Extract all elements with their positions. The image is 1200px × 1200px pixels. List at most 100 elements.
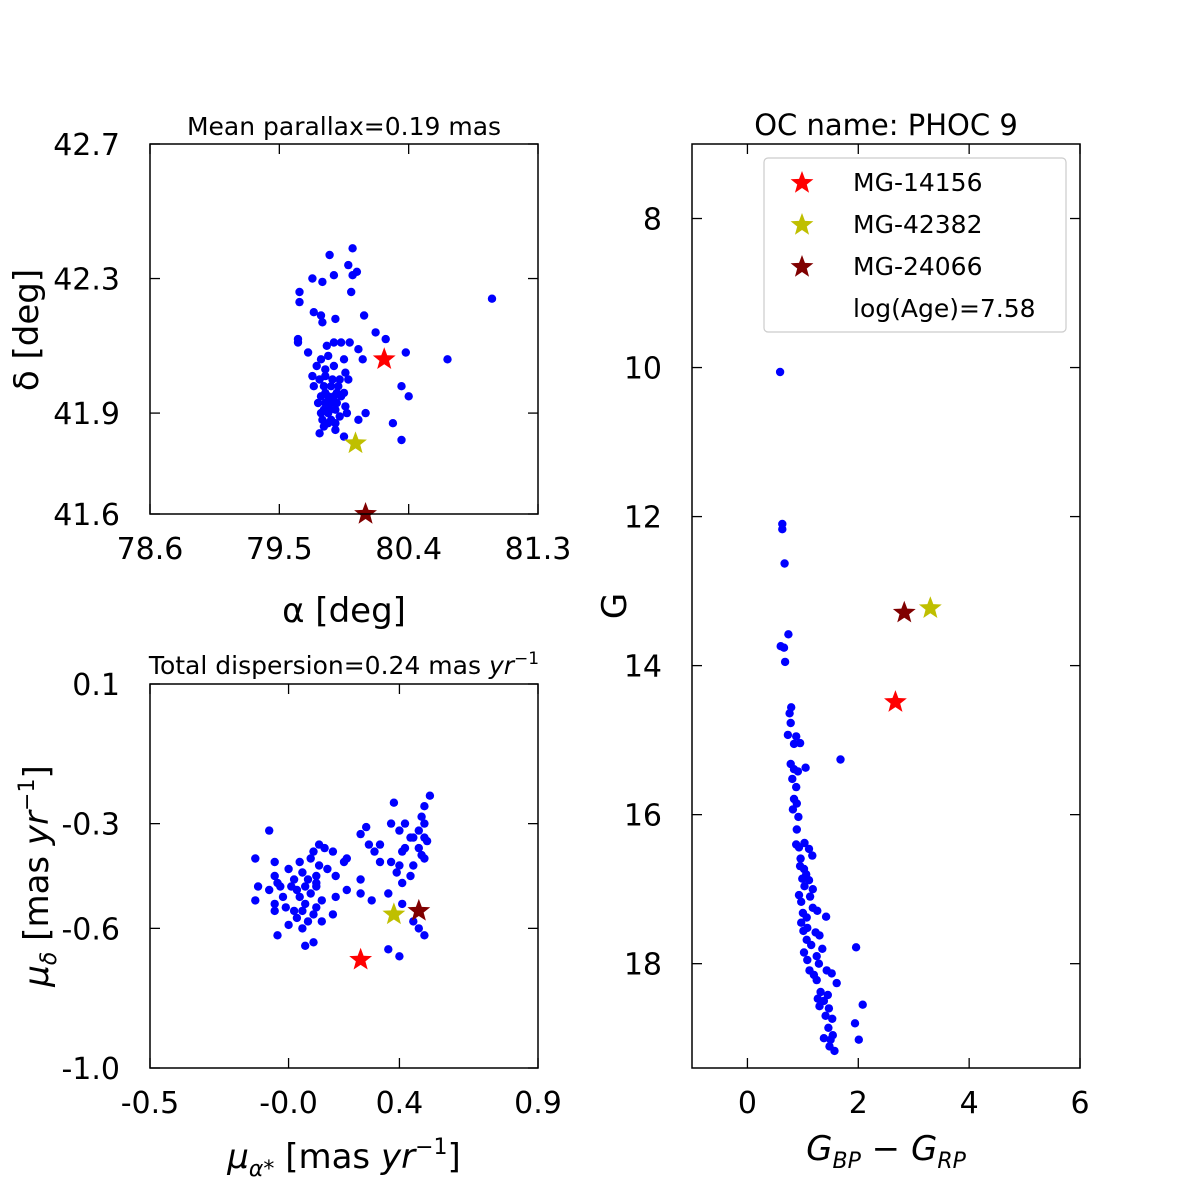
pm-member-point	[398, 878, 407, 888]
pm-member-point	[317, 896, 326, 905]
pm-member-point	[398, 847, 407, 856]
pm-member-point	[273, 931, 282, 940]
cmd-member-point	[793, 767, 803, 776]
cmd-x-axis-label: GBP − GRP	[806, 1129, 966, 1174]
sky-member-point	[322, 341, 331, 350]
sky-member-point	[319, 382, 329, 391]
sky-member-point	[344, 260, 353, 270]
pm-member-point	[395, 861, 404, 870]
pm-star-mg-42382	[382, 902, 406, 925]
sky-member-point	[345, 338, 354, 347]
pm-member-point	[339, 857, 349, 867]
sky-y-tick-label: 42.3	[53, 263, 120, 298]
pm-title-unit: yr	[488, 651, 516, 680]
cmd-x-tick-label: 6	[1070, 1086, 1089, 1121]
pm-member-point	[317, 917, 326, 926]
sky-member-point	[325, 250, 334, 260]
cmd-star-mg-14156	[884, 690, 907, 712]
cmd-member-point	[794, 812, 803, 822]
pm-member-point	[278, 892, 288, 902]
proper-motion-panel: Total dispersion=0.24 mas yr−1 -0.5 -0.0 0…	[15, 649, 562, 1182]
pm-member-point	[409, 917, 418, 926]
cmd-member-point	[828, 1014, 837, 1023]
pm-member-point	[331, 892, 340, 902]
sky-x-tick-label: 78.6	[117, 532, 184, 567]
sky-member-point	[295, 297, 304, 307]
pm-member-point	[395, 826, 404, 835]
cmd-y-axis-label: G	[595, 593, 635, 619]
sky-x-axis-label: α [deg]	[282, 591, 406, 631]
cmd-y-tick-label: 8	[643, 203, 662, 238]
cmd-member-point	[827, 969, 836, 978]
sky-member-point	[348, 244, 357, 253]
sky-plot-frame	[149, 143, 539, 515]
sky-member-point	[316, 311, 326, 320]
sky-member-point	[332, 398, 341, 408]
sky-member-point	[315, 375, 324, 384]
pm-member-point	[314, 861, 324, 870]
pm-member-point	[356, 829, 365, 839]
pm-y-tick-label: -0.6	[61, 912, 120, 947]
pm-member-point	[309, 847, 318, 856]
sky-member-point	[339, 432, 349, 441]
pm-x-tick-label: -0.0	[259, 1086, 318, 1121]
sky-member-point	[487, 294, 497, 303]
sky-member-point	[339, 355, 349, 364]
sky-member-point	[318, 277, 327, 287]
cmd-member-point	[851, 943, 861, 952]
sky-member-point	[358, 355, 367, 364]
cmd-member-point	[792, 799, 801, 808]
cmd-member-point	[794, 890, 804, 900]
pm-member-point	[375, 840, 385, 849]
cmd-panel-title: OC name: PHOC 9	[754, 108, 1018, 142]
pm-member-point	[398, 899, 407, 909]
pm-member-point	[409, 833, 418, 842]
pm-member-point	[270, 906, 279, 916]
cmd-member-point	[808, 851, 817, 860]
sky-member-point	[324, 408, 333, 418]
pm-x-tick-label: -0.5	[121, 1086, 180, 1121]
cmd-member-point	[818, 944, 827, 953]
sky-member-point	[443, 355, 452, 364]
legend-label-mg-24066: MG-24066	[853, 252, 983, 281]
sky-x-tick-label: 80.4	[375, 532, 442, 567]
cmd-x-tick-label: 2	[849, 1086, 868, 1121]
cmd-member-point	[775, 367, 785, 377]
sky-member-point	[318, 318, 327, 327]
pm-member-point	[367, 896, 376, 905]
pm-member-point	[306, 889, 315, 898]
legend-label-log-age: log(Age)=7.58	[853, 294, 1036, 323]
cmd-member-point	[826, 1035, 835, 1044]
cmd-member-point	[815, 1002, 824, 1011]
pm-member-point	[301, 941, 310, 950]
cmd-member-point	[789, 739, 799, 749]
cmd-member-point	[824, 1023, 833, 1032]
sky-member-point	[336, 338, 346, 347]
pm-member-point	[270, 871, 279, 881]
sky-member-point	[315, 429, 324, 438]
pm-member-point	[270, 899, 279, 909]
pm-member-point	[309, 938, 318, 947]
cmd-points	[775, 367, 867, 1056]
cmd-panel: OC name: PHOC 9 0 2 4 6 8 10 12 14 16 18 MG-14156…	[595, 108, 1090, 1174]
pm-member-point	[320, 843, 329, 853]
cmd-y-tick-label: 14	[624, 650, 662, 685]
cmd-member-point	[778, 525, 787, 534]
sky-member-point	[348, 271, 357, 280]
sky-member-point	[342, 408, 352, 418]
pm-member-point	[289, 906, 299, 916]
pm-member-point	[356, 875, 365, 884]
cmd-member-point	[804, 844, 814, 854]
pm-member-point	[292, 885, 302, 895]
cmd-y-tick-label: 10	[624, 352, 662, 387]
cmd-member-point	[807, 940, 816, 950]
pm-points	[251, 791, 435, 961]
pm-plot-frame	[149, 683, 539, 1069]
pm-member-point	[309, 910, 318, 919]
cmd-plot-frame	[691, 143, 1081, 1069]
sky-member-point	[341, 402, 350, 411]
pm-axis-ticks: -0.5 -0.0 0.4 0.9 -1.0 -0.6 -0.3 0.1	[61, 668, 561, 1121]
cmd-star-mg-42382	[918, 596, 942, 618]
sky-member-point	[324, 351, 333, 361]
sky-axis-ticks: 78.6 79.5 80.4 81.3 41.6 41.9 42.3 42.7	[53, 128, 571, 567]
